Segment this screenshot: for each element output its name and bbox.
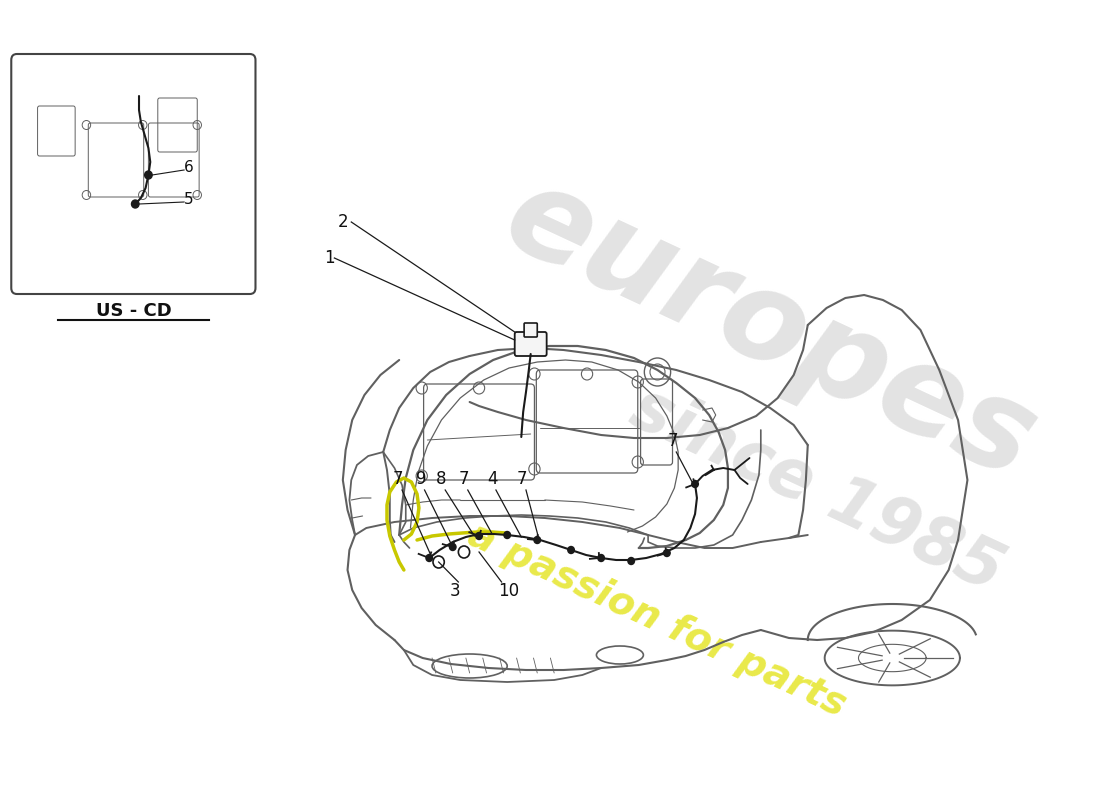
Text: 7: 7 [668, 432, 678, 450]
Text: europes: europes [486, 154, 1054, 506]
Text: since 1985: since 1985 [620, 375, 1014, 605]
Text: 7: 7 [393, 470, 404, 488]
Text: 6: 6 [184, 161, 194, 175]
Circle shape [534, 537, 540, 543]
Circle shape [663, 550, 670, 557]
Circle shape [628, 558, 635, 565]
Text: 3: 3 [449, 582, 460, 600]
Circle shape [597, 554, 604, 562]
Text: 7: 7 [459, 470, 470, 488]
Circle shape [475, 533, 482, 539]
Text: 1: 1 [324, 249, 334, 267]
Text: 7: 7 [517, 470, 528, 488]
Circle shape [450, 543, 456, 550]
Text: 5: 5 [184, 193, 194, 207]
Circle shape [504, 531, 510, 538]
Circle shape [568, 546, 574, 554]
FancyBboxPatch shape [524, 323, 537, 337]
Circle shape [144, 171, 152, 179]
Text: 4: 4 [487, 470, 497, 488]
Circle shape [426, 554, 432, 562]
Text: 9: 9 [416, 470, 426, 488]
Text: 2: 2 [338, 213, 349, 231]
FancyBboxPatch shape [515, 332, 547, 356]
Circle shape [692, 481, 698, 487]
Text: 8: 8 [437, 470, 447, 488]
Circle shape [132, 200, 139, 208]
Text: 10: 10 [498, 582, 519, 600]
Text: US - CD: US - CD [96, 302, 172, 320]
FancyBboxPatch shape [11, 54, 255, 294]
Text: a passion for parts: a passion for parts [462, 515, 852, 725]
